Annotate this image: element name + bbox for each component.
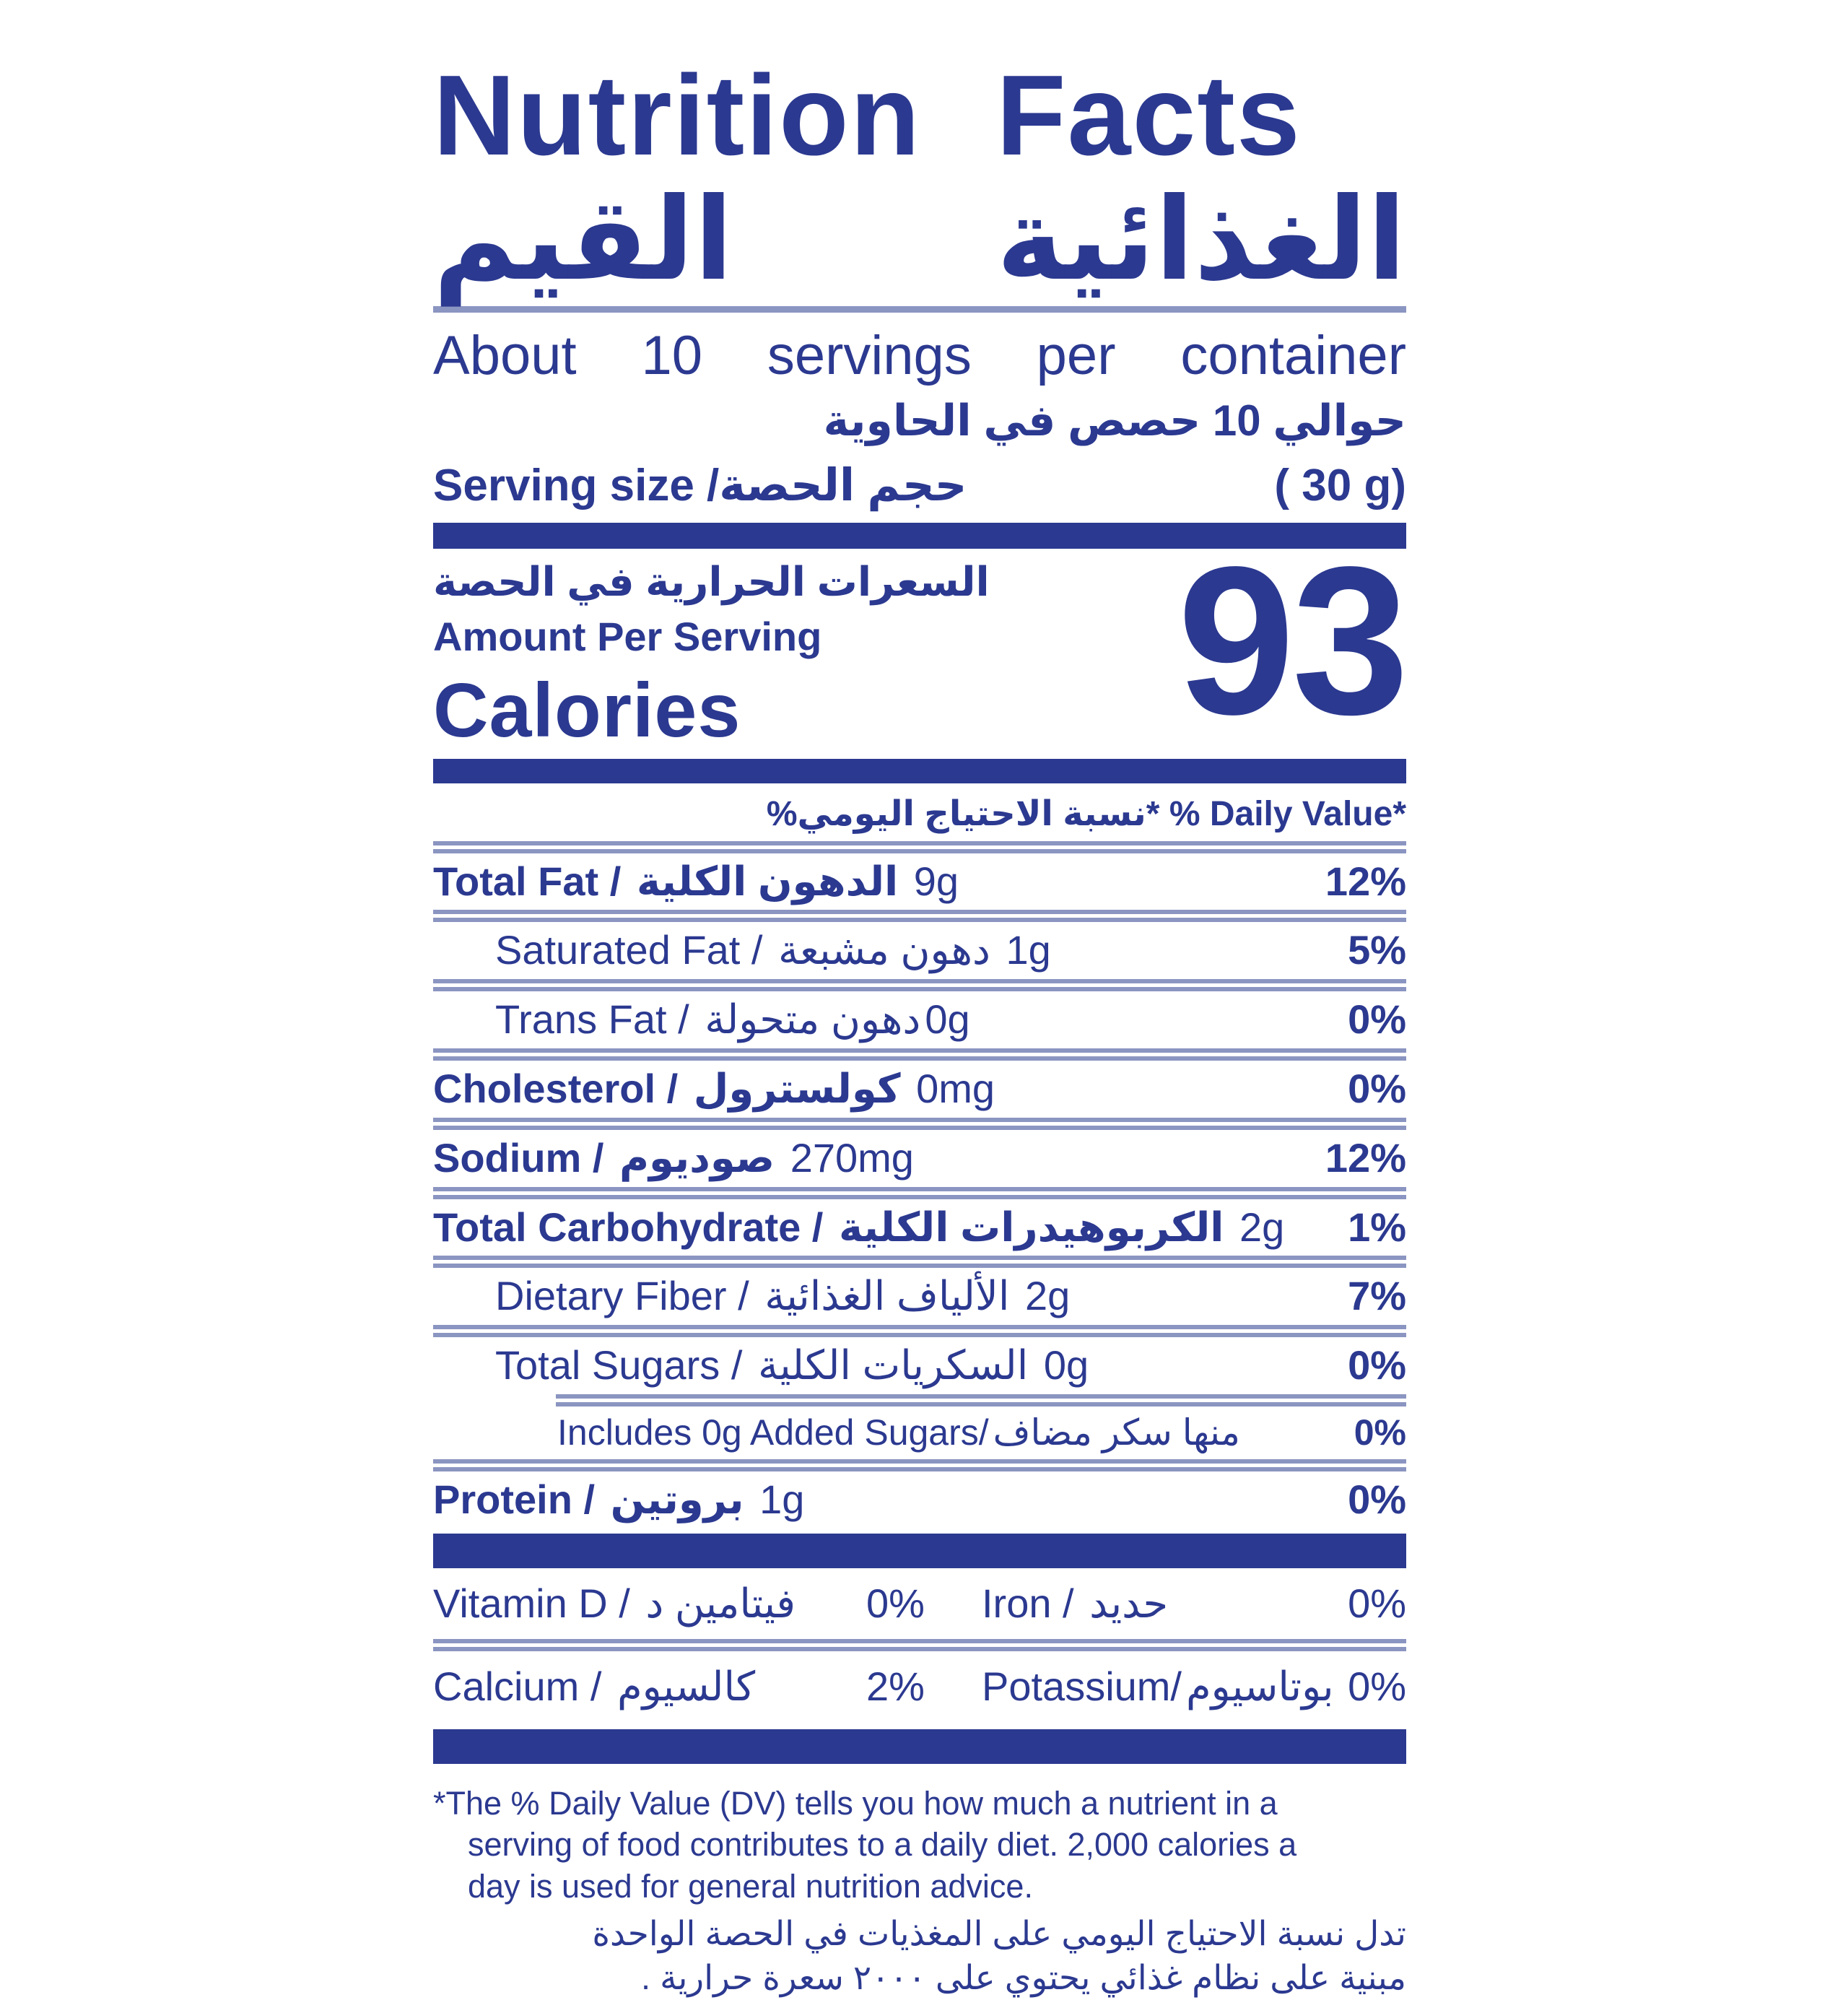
calories-left: السعرات الحرارية في الحصة Amount Per Ser… (433, 559, 990, 754)
separator (433, 1117, 1406, 1130)
footnote-en-line1: *The % Daily Value (DV) tells you how mu… (433, 1784, 1278, 1822)
thick-bar-top (433, 523, 1406, 549)
micro-name-vitamin-d: Vitamin D / فيتامين د (433, 1581, 796, 1627)
micro-row-calcium-potassium: Calcium / كالسيوم 2% Potassium/بوتاسيوم … (433, 1651, 1406, 1722)
serving-size-row: Serving size /حجم الحصة ( 30 g) (433, 458, 1406, 511)
nutrient-pct: 12% (1325, 1134, 1406, 1181)
nutrient-pct: 1% (1348, 1204, 1406, 1250)
nutrition-facts-label: Nutrition Facts القيم الغذائية About 10 … (433, 52, 1409, 2000)
title-arabic: القيم الغذائية (433, 175, 1406, 303)
nutrient-pct: 0% (1348, 1066, 1406, 1112)
daily-value-header-ar: نسبة الاحتياج اليومي% (766, 794, 1146, 833)
separator-indented (556, 1394, 1406, 1407)
footnote-en-line3: day is used for general nutrition advice… (468, 1867, 1033, 1905)
separator (433, 910, 1406, 923)
thick-bar-bottom (433, 1729, 1406, 1764)
micro-pct-iron: 0% (1348, 1581, 1406, 1627)
separator (433, 1256, 1406, 1269)
separator (433, 1458, 1406, 1471)
micro-pct-vitamin-d: 0% (866, 1581, 925, 1627)
calories-section: السعرات الحرارية في الحصة Amount Per Ser… (433, 523, 1409, 759)
nutrient-row-total-carbohydrate: Total Carbohydrate / الكربوهيدرات الكلية… (433, 1204, 1406, 1250)
servings-per-container-ar: حوالي 10 حصص في الحاوية (823, 396, 1406, 445)
nutrient-row-sodium: Sodium / صوديوم 270mg 12% (433, 1134, 1406, 1181)
servings-per-container-en: About 10 servings per container (433, 324, 1406, 386)
thick-bar-protein (433, 1534, 1406, 1569)
nutrient-row-trans-fat: Trans Fat / دهون متحولة 0g 0% (495, 996, 1406, 1043)
separator (433, 1325, 1406, 1338)
nutrient-pct: 5% (1348, 927, 1406, 973)
calories-arabic: السعرات الحرارية في الحصة (433, 559, 990, 605)
daily-value-header: نسبة الاحتياج اليومي%* % Daily Value* (766, 794, 1406, 833)
micro-pct-calcium: 2% (866, 1663, 925, 1709)
separator (433, 840, 1406, 853)
micro-row-vitamind-iron: Vitamin D / فيتامين د 0% Iron / حديد 0% (433, 1568, 1406, 1639)
micro-name-calcium: Calcium / كالسيوم (433, 1663, 756, 1709)
title-english: Nutrition Facts (433, 52, 1302, 179)
footnote-en-line2: serving of food contributes to a daily d… (468, 1826, 1297, 1864)
daily-value-header-en: % Daily Value* (1159, 794, 1406, 833)
micro-name-potassium: Potassium/بوتاسيوم (982, 1663, 1334, 1709)
separator (433, 1186, 1406, 1199)
footnote-ar-line1: تدل نسبة الاحتياج اليومي على المغذيات في… (592, 1914, 1406, 1953)
calories-label: Calories (433, 667, 741, 753)
nutrient-pct: 0% (1348, 996, 1406, 1043)
footnote-arabic: تدل نسبة الاحتياج اليومي على المغذيات في… (433, 1911, 1406, 1999)
title-arabic-word2: الغذائية (996, 175, 1406, 303)
nutrient-row-added-sugars: Includes 0g Added Sugars/منها سكر مضاف 0… (557, 1412, 1406, 1453)
nutrient-pct: 0% (1348, 1342, 1406, 1388)
nutrient-pct: 0% (1354, 1412, 1406, 1453)
title-divider (433, 305, 1406, 313)
thick-bar-calories (433, 758, 1406, 783)
serving-size-value: ( 30 g) (1274, 461, 1406, 511)
serving-size-label: Serving size /حجم الحصة (433, 461, 967, 511)
micro-name-iron: Iron / حديد (982, 1581, 1169, 1627)
micro-pct-potassium: 0% (1348, 1663, 1406, 1709)
nutrient-pct: 7% (1348, 1273, 1406, 1319)
nutrient-row-protein: Protein / بروتين 1g 0% (433, 1476, 1406, 1522)
nutrient-pct: 12% (1325, 858, 1406, 904)
footnote-english: *The % Daily Value (DV) tells you how mu… (433, 1783, 1406, 1908)
amount-per-serving: Amount Per Serving (433, 613, 822, 659)
footnote-ar-line2: مبنية على نظام غذائي يحتوي على ٢٠٠٠ سعرة… (641, 1958, 1406, 1997)
nutrient-row-total-fat: Total Fat / الدهون الكلية 9g 12% (433, 858, 1406, 904)
separator (433, 1638, 1406, 1651)
calories-value: 93 (1177, 523, 1409, 759)
separator (433, 1048, 1406, 1061)
nutrient-row-dietary-fiber: Dietary Fiber / الألياف الغذائية 2g 7% (495, 1273, 1406, 1319)
nutrient-row-total-sugars: Total Sugars / السكريات الكلية 0g 0% (495, 1342, 1406, 1388)
title-arabic-word1: القيم (433, 175, 733, 303)
nutrient-pct: 0% (1348, 1476, 1406, 1522)
nutrient-row-saturated-fat: Saturated Fat / دهون مشبعة 1g 5% (495, 927, 1406, 973)
nutrient-row-cholesterol: Cholesterol / كولسترول 0mg 0% (433, 1066, 1406, 1112)
separator (433, 979, 1406, 992)
